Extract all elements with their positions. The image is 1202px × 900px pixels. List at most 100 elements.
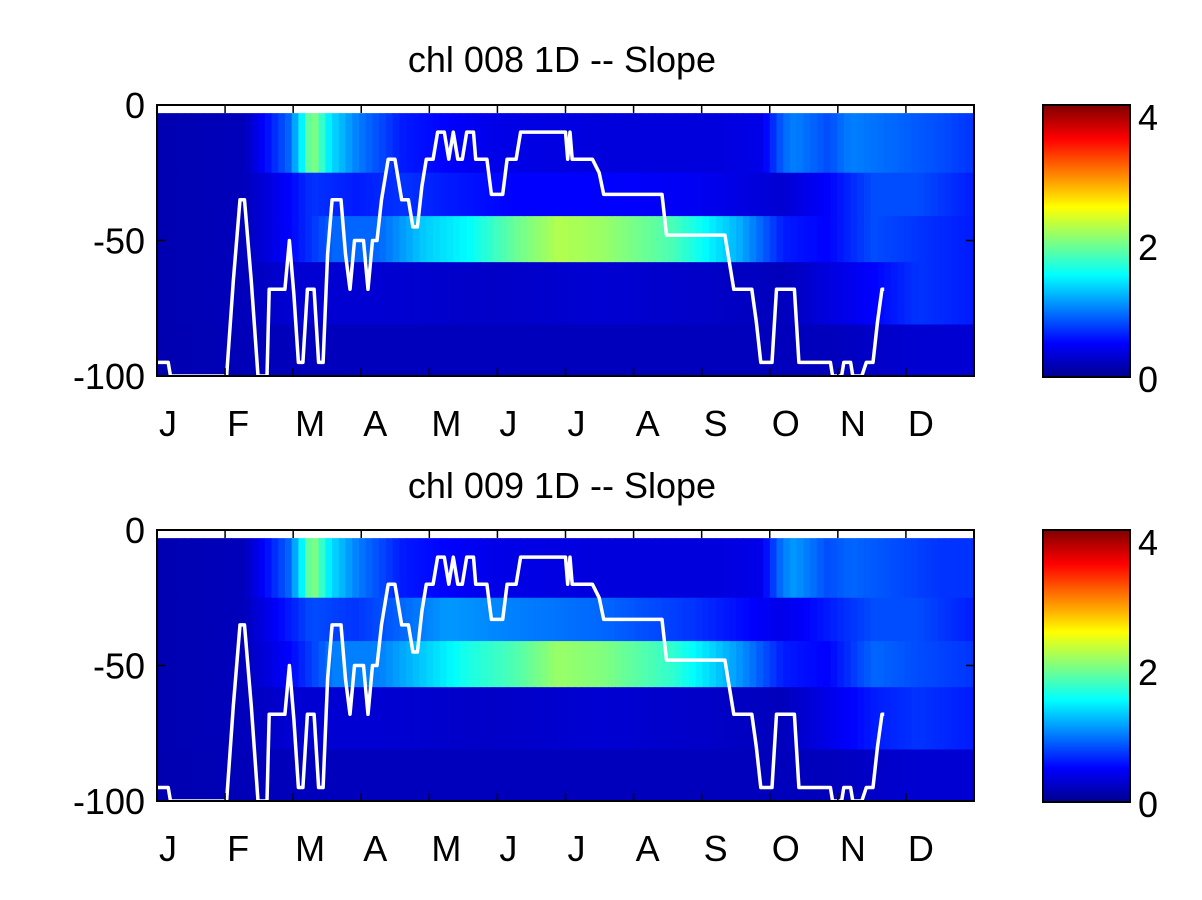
heatmap-cell — [837, 172, 845, 217]
heatmap-cell — [796, 597, 805, 642]
heatmap-cell — [938, 538, 946, 599]
heatmap-cell — [258, 687, 266, 751]
mixed-layer-depth-line — [157, 555, 885, 803]
heatmap-cell — [527, 749, 535, 802]
heatmap-cell — [453, 597, 461, 642]
heatmap-cell — [197, 262, 205, 326]
heatmap-cell — [486, 324, 495, 377]
heatmap-cell — [911, 216, 919, 263]
heatmap-cell — [385, 597, 394, 642]
heatmap-cell — [157, 216, 165, 263]
heatmap-cell — [662, 641, 670, 688]
heatmap-cell — [864, 172, 872, 217]
heatmap-cell — [284, 113, 293, 174]
heatmap-cell — [904, 113, 912, 174]
heatmap-cell — [648, 538, 656, 599]
heatmap-cell — [359, 113, 367, 174]
heatmap-cell — [237, 538, 246, 599]
colorbar-tick-label: 4 — [1138, 97, 1158, 138]
heatmap-cell — [837, 597, 845, 642]
heatmap-cell — [446, 262, 454, 326]
heatmap-cell — [702, 538, 710, 599]
heatmap-cell — [392, 262, 400, 326]
heatmap-cell — [157, 324, 165, 377]
heatmap-cell — [662, 172, 670, 217]
heatmap-cell — [614, 324, 623, 377]
heatmap-cell — [796, 113, 805, 174]
heatmap-cell — [412, 687, 421, 751]
heatmap-cell — [803, 597, 811, 642]
heatmap-cell — [890, 113, 899, 174]
heatmap-cell — [412, 262, 421, 326]
heatmap-cell — [163, 262, 172, 326]
heatmap-cell — [480, 262, 488, 326]
heatmap-cell — [944, 687, 953, 751]
x-tick-label: F — [227, 403, 249, 444]
heatmap-cell — [298, 216, 306, 263]
heatmap-cell — [473, 597, 481, 642]
heatmap-cell — [850, 262, 858, 326]
heatmap-cell — [291, 172, 299, 217]
heatmap-cell — [258, 172, 266, 217]
heatmap-cell — [540, 216, 549, 263]
heatmap-cell — [601, 216, 609, 263]
heatmap-cell — [500, 687, 508, 751]
heatmap-cell — [574, 172, 582, 217]
x-tick-label: J — [159, 403, 177, 444]
heatmap-cell — [924, 641, 932, 688]
heatmap-cell — [500, 216, 508, 263]
heatmap-cell — [338, 597, 347, 642]
heatmap-cell — [796, 262, 805, 326]
heatmap-cell — [614, 262, 623, 326]
heatmap-cell — [406, 597, 414, 642]
heatmap-cell — [183, 597, 192, 642]
heatmap-cell — [453, 172, 461, 217]
heatmap-cell — [769, 641, 778, 688]
heatmap-cell — [453, 538, 461, 599]
heatmap-cell — [924, 113, 932, 174]
heatmap-cell — [507, 172, 515, 217]
heatmap-cell — [412, 216, 421, 263]
heatmap-cell — [648, 749, 656, 802]
heatmap-cell — [547, 113, 555, 174]
heatmap-cell — [231, 597, 239, 642]
heatmap-cell — [850, 749, 858, 802]
heatmap-cell — [284, 749, 293, 802]
heatmap-cell — [385, 172, 394, 217]
heatmap-cell — [426, 262, 434, 326]
heatmap-cell — [453, 641, 461, 688]
heatmap-cell — [715, 324, 724, 377]
heatmap-cell — [581, 324, 589, 377]
heatmap-cell — [251, 113, 259, 174]
heatmap-cell — [177, 216, 185, 263]
heatmap-cell — [567, 687, 576, 751]
heatmap-cell — [183, 113, 192, 174]
heatmap-cell — [507, 538, 515, 599]
heatmap-cell — [850, 324, 858, 377]
heatmap-cell — [668, 216, 677, 263]
heatmap-cell — [419, 641, 427, 688]
heatmap-cell — [830, 687, 838, 751]
heatmap-cell — [756, 172, 764, 217]
heatmap-cell — [722, 324, 730, 377]
heatmap-cell — [870, 172, 879, 217]
heatmap-cell — [460, 749, 468, 802]
heatmap-cell — [594, 749, 603, 802]
heatmap-cell — [776, 172, 784, 217]
heatmap-cell — [877, 216, 885, 263]
heatmap-cell — [951, 113, 959, 174]
heatmap-cell — [749, 749, 757, 802]
heatmap-cell — [675, 641, 683, 688]
heatmap-cell — [224, 641, 232, 688]
heatmap-cell — [810, 687, 818, 751]
heatmap-cell — [210, 538, 219, 599]
heatmap-cell — [924, 597, 932, 642]
heatmap-cell — [763, 538, 771, 599]
heatmap-cell — [911, 641, 919, 688]
heatmap-cell — [163, 687, 172, 751]
heatmap-cell — [749, 172, 757, 217]
heatmap-cell — [332, 324, 340, 377]
heatmap-cell — [453, 324, 461, 377]
heatmap-cell — [385, 687, 394, 751]
heatmap-cell — [359, 749, 367, 802]
